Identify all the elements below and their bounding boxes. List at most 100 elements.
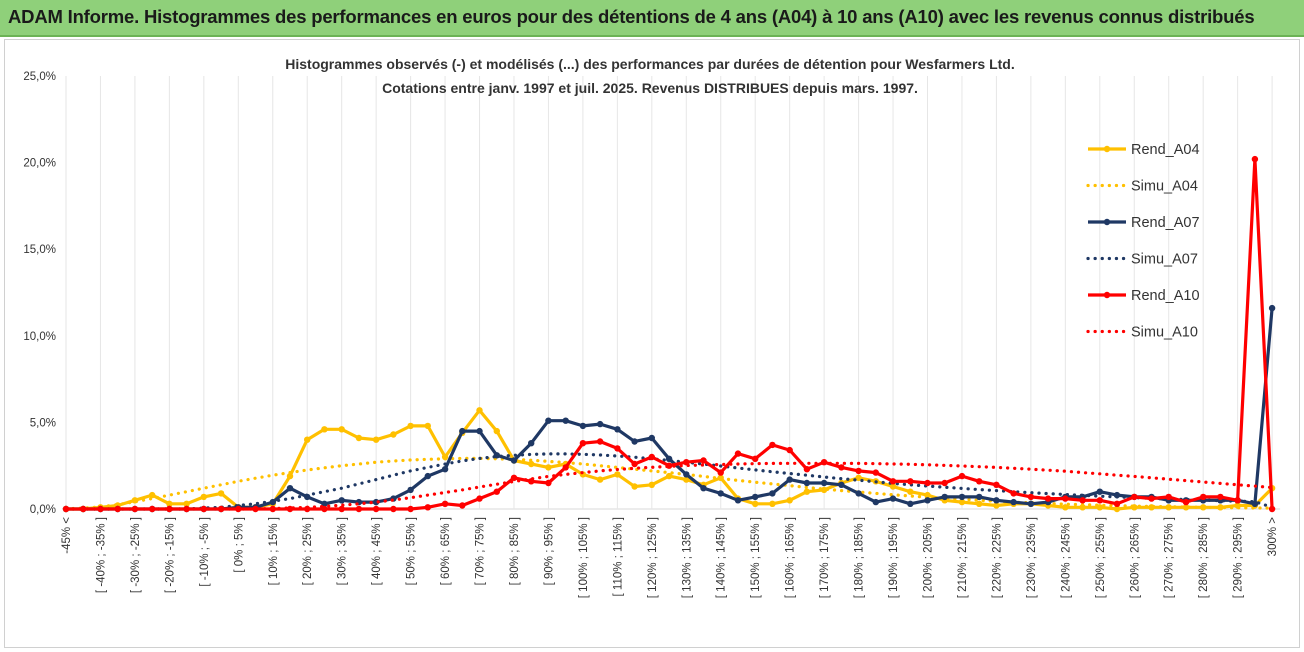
data-point bbox=[648, 481, 655, 488]
data-point bbox=[131, 505, 139, 513]
chart-title: Histogrammes observés (-) et modélisés (… bbox=[285, 56, 1015, 72]
data-point bbox=[200, 505, 207, 513]
data-point bbox=[665, 472, 673, 480]
data-point bbox=[700, 485, 707, 492]
x-tick-label: [ 230% ; 235% ] bbox=[1026, 517, 1038, 598]
data-point bbox=[304, 436, 311, 443]
data-point bbox=[114, 505, 121, 513]
data-point bbox=[338, 426, 345, 433]
data-point bbox=[889, 495, 897, 502]
data-point bbox=[166, 505, 173, 513]
data-point bbox=[441, 500, 449, 507]
data-point bbox=[579, 440, 587, 447]
x-tick-label: [ 170% ; 175% ] bbox=[819, 517, 831, 598]
data-point bbox=[562, 464, 569, 471]
data-point bbox=[545, 464, 552, 471]
data-point bbox=[579, 422, 587, 430]
data-point bbox=[648, 453, 655, 461]
data-point bbox=[1027, 500, 1035, 507]
data-point bbox=[338, 497, 345, 504]
data-point bbox=[183, 500, 190, 507]
data-point bbox=[1268, 304, 1276, 312]
data-point bbox=[1044, 495, 1052, 502]
x-tick-label: [ 40% ; 45% ] bbox=[371, 517, 383, 585]
data-point bbox=[1096, 488, 1104, 495]
data-point bbox=[924, 497, 931, 504]
y-tick-label: 5,0% bbox=[30, 417, 56, 429]
x-tick-label: [ 180% ; 185% ] bbox=[854, 517, 866, 598]
legend-marker bbox=[1103, 145, 1111, 153]
x-tick-label: [ 110% ; 115% ] bbox=[612, 517, 624, 596]
legend-marker bbox=[1103, 218, 1111, 226]
data-point bbox=[1062, 495, 1069, 502]
legend-item-Rend_A10: Rend_A10 bbox=[1088, 288, 1200, 304]
data-point bbox=[1113, 505, 1121, 513]
data-point bbox=[614, 471, 621, 478]
x-tick-label: [ 290% ; 295% ] bbox=[1233, 517, 1245, 598]
x-axis-tick-labels: -45% < [ -40% ; -35% ] [ -30% ; -25% ] [ -2… bbox=[61, 517, 1279, 598]
data-point bbox=[993, 481, 1000, 488]
data-point bbox=[820, 479, 828, 487]
data-point bbox=[786, 446, 793, 454]
x-tick-label: [ 50% ; 55% ] bbox=[406, 517, 418, 585]
data-point bbox=[752, 493, 759, 501]
data-point bbox=[407, 422, 414, 430]
data-point bbox=[700, 457, 707, 464]
x-tick-label: [ -40% ; -35% ] bbox=[95, 517, 107, 593]
y-tick-label: 20,0% bbox=[23, 158, 56, 170]
data-point bbox=[528, 460, 535, 468]
chart-series bbox=[62, 155, 1276, 513]
data-point bbox=[631, 483, 638, 490]
chart-legend: Rend_A04 Simu_A04 Rend_A07 Simu_A07 Rend_A10… bbox=[1086, 142, 1200, 341]
data-point bbox=[476, 407, 483, 414]
series-Simu_A10 bbox=[64, 461, 1274, 511]
data-point bbox=[407, 486, 414, 494]
data-point bbox=[510, 474, 518, 481]
data-point bbox=[390, 505, 397, 513]
data-point bbox=[1268, 505, 1276, 513]
data-point bbox=[1251, 155, 1259, 163]
legend-label: Simu_A10 bbox=[1131, 325, 1198, 341]
x-tick-label: [ 20% ; 25% ] bbox=[302, 517, 314, 585]
data-point bbox=[235, 505, 242, 513]
data-point bbox=[149, 491, 156, 499]
legend-item-Simu_A10: Simu_A10 bbox=[1086, 325, 1198, 341]
data-point bbox=[1200, 493, 1207, 501]
data-point bbox=[1096, 497, 1104, 504]
data-point bbox=[476, 427, 483, 435]
y-tick-label: 15,0% bbox=[23, 244, 56, 256]
data-point bbox=[648, 434, 655, 442]
data-point bbox=[889, 483, 897, 490]
x-tick-label: [ 10% ; 15% ] bbox=[268, 517, 280, 585]
data-point bbox=[476, 495, 483, 502]
data-point bbox=[1079, 497, 1086, 504]
chart-gridlines bbox=[63, 76, 1281, 510]
data-point bbox=[958, 498, 966, 506]
legend-label: Rend_A04 bbox=[1131, 142, 1200, 158]
data-point bbox=[752, 500, 759, 507]
data-point bbox=[321, 500, 328, 507]
data-point bbox=[993, 497, 1000, 504]
data-point bbox=[786, 476, 793, 483]
data-point bbox=[838, 464, 845, 471]
data-point bbox=[1113, 500, 1121, 507]
x-tick-label: [ 200% ; 205% ] bbox=[923, 517, 935, 598]
y-tick-label: 10,0% bbox=[23, 331, 56, 343]
data-point bbox=[683, 459, 690, 466]
data-point bbox=[390, 431, 397, 438]
data-point bbox=[993, 502, 1000, 509]
data-point bbox=[596, 476, 604, 483]
data-point bbox=[1027, 493, 1035, 501]
legend-item-Simu_A04: Simu_A04 bbox=[1086, 179, 1198, 195]
data-point bbox=[717, 469, 724, 476]
data-point bbox=[976, 478, 983, 485]
data-point bbox=[958, 472, 966, 480]
data-point bbox=[424, 422, 431, 430]
legend-item-Rend_A04: Rend_A04 bbox=[1088, 142, 1200, 158]
data-point bbox=[80, 505, 87, 513]
data-point bbox=[769, 500, 776, 507]
data-point bbox=[372, 505, 380, 513]
data-point bbox=[459, 427, 466, 435]
x-tick-label: [ 120% ; 125% ] bbox=[647, 517, 659, 598]
data-point bbox=[1217, 504, 1224, 511]
